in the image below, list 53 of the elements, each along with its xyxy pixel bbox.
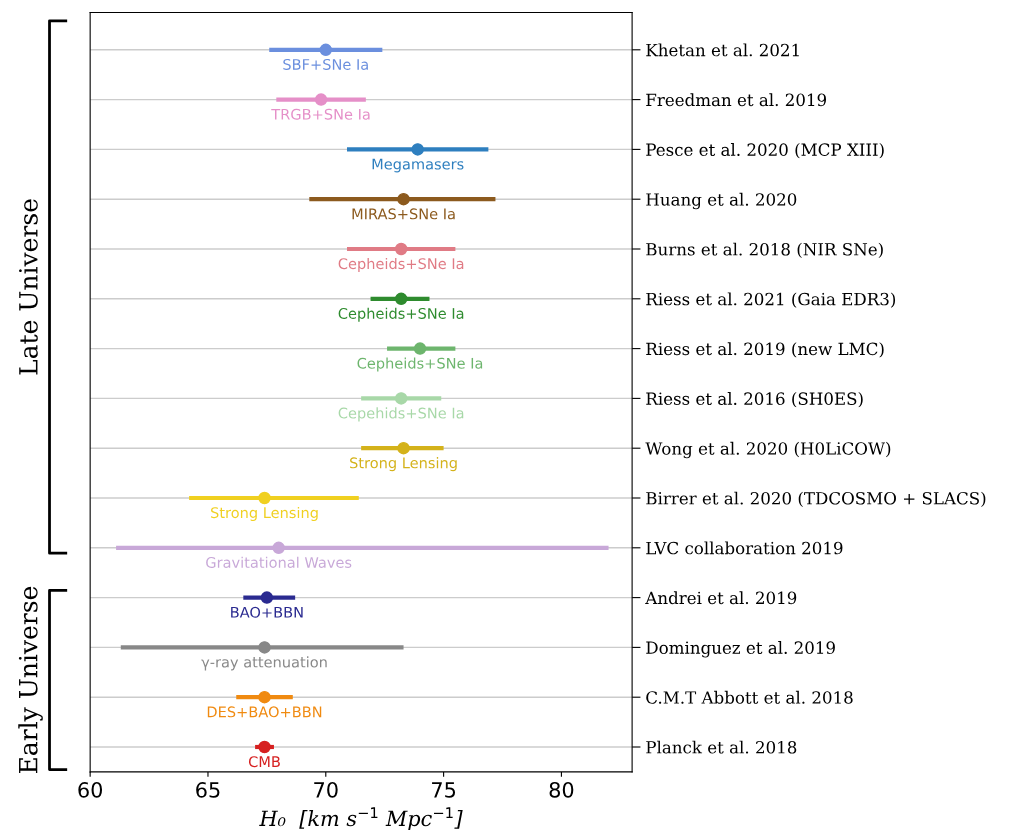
point: [260, 591, 274, 604]
point: [394, 392, 408, 405]
annotation: Cepheids+SNe Ia: [338, 307, 464, 322]
y-tick-label: Andrei et al. 2019: [645, 591, 797, 605]
annotation: Strong Lensing: [211, 506, 318, 521]
point: [314, 93, 328, 106]
y-tick-label: Riess et al. 2016 (SH0ES): [646, 392, 863, 408]
y-tick-label: C.M.T Abbott et al. 2018: [646, 690, 853, 704]
y-tick-label: Riess et al. 2021 (Gaia EDR3): [646, 292, 896, 308]
text: Early Universe: [18, 586, 43, 774]
point: [258, 740, 271, 754]
x-tick-label: 80: [549, 781, 574, 798]
annotation: Cepheids+SNe Ia: [357, 357, 483, 372]
y-tick-label: Dominguez et al. 2019: [646, 641, 835, 658]
point: [394, 242, 408, 256]
y-tick-label: Riess et al. 2019 (new LMC): [646, 342, 884, 358]
y-tick-label: Burns et al. 2018 (NIR SNe): [646, 242, 883, 258]
y-tick-label: Khetan et al. 2021: [646, 43, 799, 57]
annotation: CMB: [248, 756, 280, 768]
annotation: Cepheids+SNe Ia: [338, 257, 464, 272]
annotation: Cepehids+SNe Ia: [338, 407, 464, 422]
y-tick-label: Birrer et al. 2020 (TDCOSMO + SLACS): [646, 491, 986, 507]
annotation: Strong Lensing: [350, 457, 457, 472]
x-tick-label: 60: [78, 781, 103, 798]
x-axis-title: H₀ [km s$^{−1}$ Mpc$^{−1}$]: [259, 807, 463, 830]
y-tick-label: Huang et al. 2020: [646, 192, 797, 210]
y-tick-label: LVC collaboration 2019: [646, 541, 843, 555]
point: [394, 292, 408, 306]
point: [413, 342, 427, 355]
annotation: SBF+SNe Ia: [283, 58, 368, 70]
text: Late Universe: [19, 199, 38, 375]
point: [397, 441, 410, 455]
point: [272, 541, 285, 555]
point: [258, 491, 271, 505]
annotation: Megamasers: [372, 158, 464, 173]
annotation: γ-ray attenuation: [201, 656, 327, 671]
y-tick-label: Pesce et al. 2020 (MCP XIII): [646, 143, 884, 159]
annotation: Gravitational Waves: [206, 556, 352, 568]
point: [258, 690, 271, 704]
x-tick-label: 65: [196, 781, 220, 798]
annotation: BAO+BBN: [231, 606, 303, 618]
point: [258, 641, 271, 654]
annotation: TRGB+SNe Ia: [271, 108, 370, 120]
y-tick-label: Planck et al. 2018: [646, 740, 797, 754]
x-tick-label: 70: [314, 781, 338, 798]
y-tick-label: Freedman et al. 2019: [646, 93, 827, 107]
point: [411, 143, 424, 156]
annotation: DES+BAO+BBN: [207, 706, 322, 718]
point: [319, 43, 333, 57]
x-tick-label: 75: [432, 782, 456, 798]
y-tick-label: Wong et al. 2020 (H0LiCOW): [645, 441, 891, 459]
point: [397, 192, 410, 206]
annotation: MIRAS+SNe Ia: [352, 208, 455, 220]
